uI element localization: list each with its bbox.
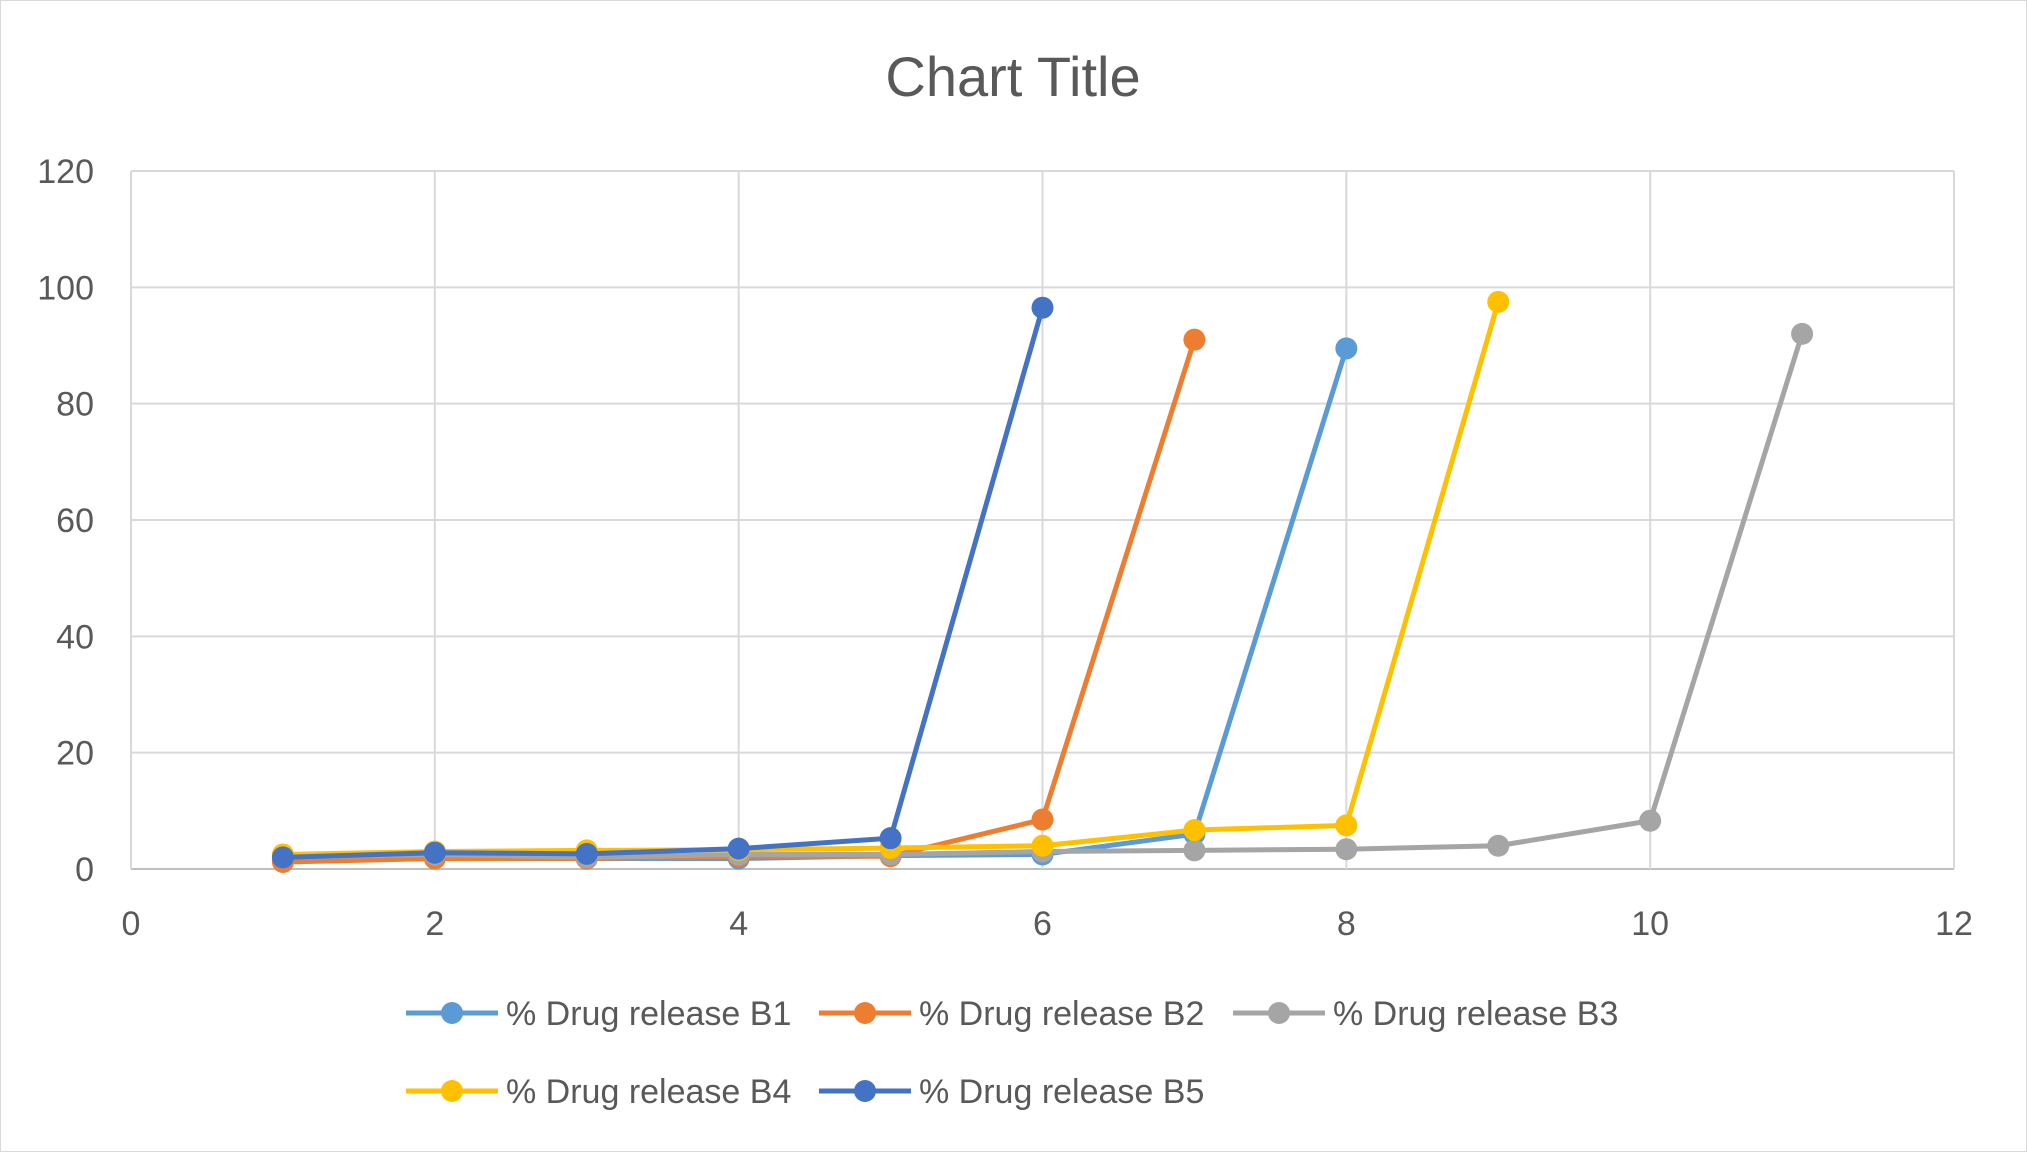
series-5	[271, 296, 1054, 869]
x-tick-label: 0	[122, 905, 141, 943]
gridlines	[130, 170, 1955, 870]
legend-item: % Drug release B5	[819, 1073, 1204, 1111]
series-4	[271, 290, 1510, 866]
legend-swatch-marker	[1268, 1002, 1290, 1024]
axes: 0 20 40 60 80 100 120 0 2 4 6 8 10 12	[37, 153, 1973, 943]
legend-item: % Drug release B3	[1233, 995, 1618, 1033]
y-tick-label: 0	[75, 851, 94, 889]
series-line	[280, 299, 1501, 857]
data-point	[1791, 322, 1814, 345]
y-tick-label: 100	[37, 269, 94, 307]
legend-label: % Drug release B4	[506, 1073, 791, 1111]
data-point	[727, 837, 750, 860]
y-tick-label: 60	[56, 502, 94, 540]
legend-swatch-marker	[441, 1080, 463, 1102]
legend: % Drug release B1 % Drug release B2 % Drug…	[406, 995, 1618, 1111]
series-line	[280, 305, 1045, 860]
y-tick-label: 120	[37, 153, 94, 191]
y-tick-label: 20	[56, 735, 94, 773]
data-point	[1487, 290, 1510, 313]
plot-series	[271, 290, 1814, 874]
legend-label: % Drug release B3	[1333, 995, 1618, 1033]
legend-label: % Drug release B5	[919, 1073, 1204, 1111]
data-point	[1031, 808, 1054, 831]
data-point	[1335, 337, 1358, 360]
series-line	[280, 345, 1349, 863]
legend-swatch-marker	[854, 1080, 876, 1102]
legend-swatch-marker	[441, 1002, 463, 1024]
data-point	[1487, 834, 1510, 857]
data-point	[879, 827, 902, 850]
data-point	[271, 846, 294, 869]
data-point	[1183, 328, 1206, 351]
data-point	[1639, 809, 1662, 832]
data-point	[1183, 819, 1206, 842]
legend-label: % Drug release B2	[919, 995, 1204, 1033]
x-tick-label: 10	[1631, 905, 1669, 943]
y-tick-label: 80	[56, 386, 94, 424]
data-point	[1335, 814, 1358, 837]
x-tick-label: 2	[425, 905, 444, 943]
x-tick-label: 12	[1935, 905, 1973, 943]
legend-label: % Drug release B1	[506, 995, 791, 1033]
y-tick-label: 40	[56, 618, 94, 656]
legend-item: % Drug release B2	[819, 995, 1204, 1033]
legend-swatch-marker	[854, 1002, 876, 1024]
x-tick-label: 8	[1337, 905, 1356, 943]
legend-item: % Drug release B1	[406, 995, 791, 1033]
data-point	[1335, 838, 1358, 861]
data-point	[423, 841, 446, 864]
x-tick-label: 4	[729, 905, 748, 943]
x-tick-label: 6	[1033, 905, 1052, 943]
data-point	[575, 842, 598, 865]
data-point	[1183, 839, 1206, 862]
legend-item: % Drug release B4	[406, 1073, 791, 1111]
data-point	[1031, 834, 1054, 857]
data-point	[1031, 296, 1054, 319]
chart-title: Chart Title	[885, 45, 1140, 108]
